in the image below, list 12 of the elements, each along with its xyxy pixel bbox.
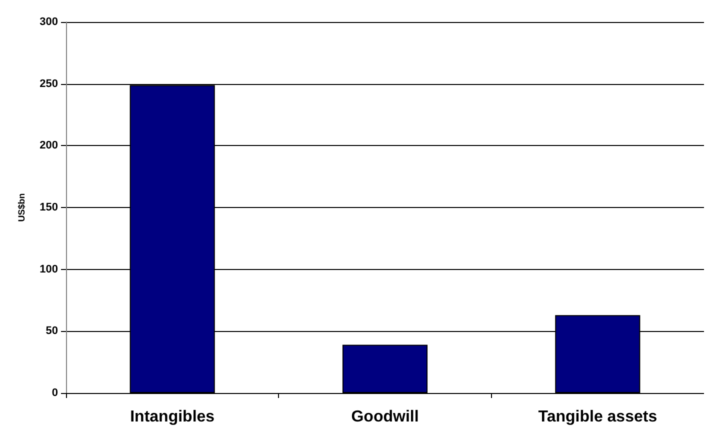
y-tick-label: 100 [40,263,58,276]
y-axis-title: US$bn [16,193,26,222]
x-tick-label: Goodwill [351,408,419,426]
x-tick-label: Intangibles [130,408,215,426]
y-tick-label: 150 [40,202,58,214]
x-tick-label: Tangible assets [538,408,658,426]
y-tick-label: 200 [40,140,58,152]
y-tick-label: 300 [40,16,58,28]
y-tick-label: 250 [40,78,58,90]
y-tick-label: 0 [52,387,58,399]
bar [342,344,428,393]
y-tick-label: 50 [46,325,58,338]
